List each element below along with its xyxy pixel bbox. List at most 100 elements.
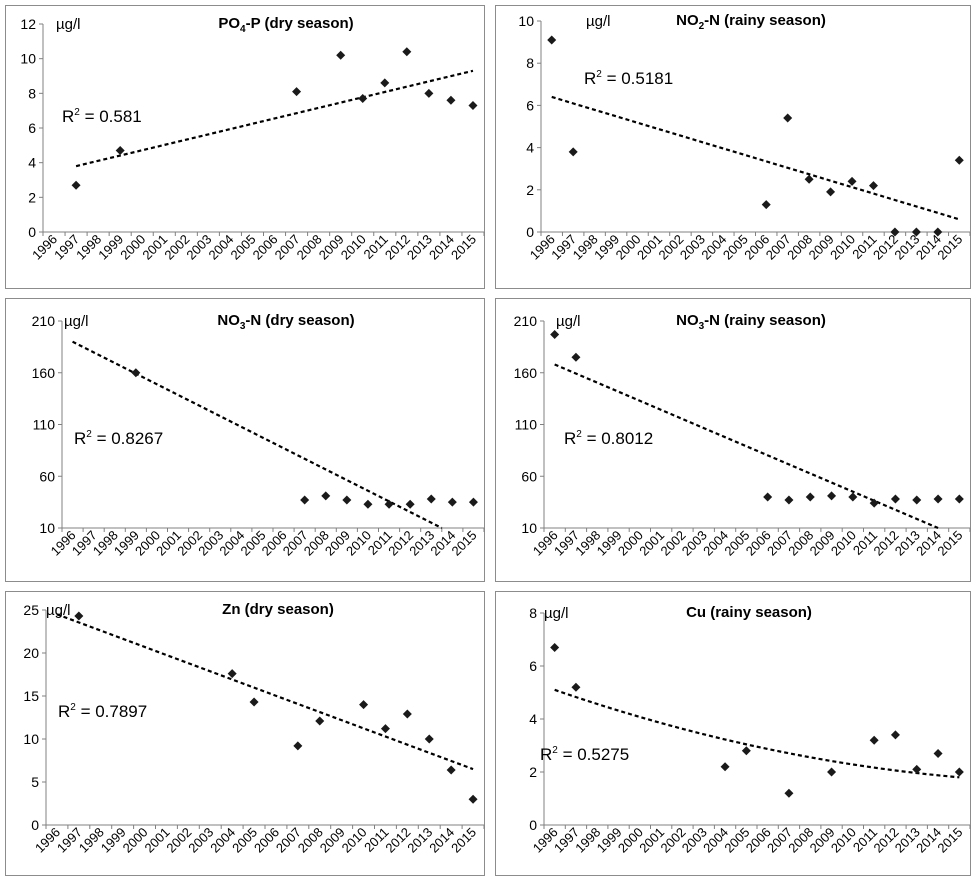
data-point xyxy=(424,88,434,98)
data-point xyxy=(71,180,81,190)
y-tick-label: 8 xyxy=(526,55,534,71)
data-point xyxy=(954,494,964,504)
data-point xyxy=(315,716,325,726)
y-tick-label: 10 xyxy=(521,520,537,536)
y-tick-label: 0 xyxy=(529,817,537,833)
y-tick-label: 2 xyxy=(529,764,537,780)
data-point xyxy=(763,492,773,502)
data-point xyxy=(826,187,836,197)
data-point xyxy=(115,146,125,156)
data-point xyxy=(249,697,259,707)
x-tick-label: 2015 xyxy=(934,528,965,559)
chart-panel-no3-dry: 10 60 110 160 210 1996 1997 1998 1999 2000 2001 200… xyxy=(5,298,485,582)
data-point xyxy=(869,735,879,745)
data-point xyxy=(402,47,412,57)
data-point xyxy=(571,352,581,362)
y-tick-label: 10 xyxy=(20,51,36,67)
data-point xyxy=(571,682,581,692)
x-tick-label: 2015 xyxy=(449,528,480,559)
unit-label: µg/l xyxy=(46,602,71,619)
y-tick-label: 110 xyxy=(33,417,56,433)
data-point xyxy=(363,499,373,509)
data-point xyxy=(890,494,900,504)
data-point xyxy=(468,497,478,507)
data-point xyxy=(761,200,771,210)
data-point xyxy=(568,147,578,157)
data-point xyxy=(890,730,900,740)
data-point xyxy=(911,227,921,237)
unit-label: µg/l xyxy=(56,16,81,33)
chart-svg: 0246810121996199719981999200020012002200… xyxy=(20,15,485,263)
y-tick-label: 6 xyxy=(526,97,534,113)
data-point xyxy=(933,227,943,237)
chart-title: NO3-N (dry season) xyxy=(217,312,354,332)
data-point xyxy=(933,494,943,504)
data-point xyxy=(468,794,478,804)
data-point xyxy=(321,491,331,501)
data-point xyxy=(384,499,394,509)
trendline xyxy=(554,688,960,779)
chart-panel-zn-dry: 0 5 10 15 20 25 1996 1997 1998 1999 2000 2001 2002 20… xyxy=(5,591,485,876)
data-point xyxy=(827,767,837,777)
data-point xyxy=(954,155,964,165)
chart-svg: 1060110160210199619971998199920002001200… xyxy=(514,312,971,559)
trendline xyxy=(56,613,474,771)
x-tick-label: 2015 xyxy=(934,232,965,263)
y-tick-label: 210 xyxy=(32,313,56,329)
r-squared-label: R2 = 0.581 xyxy=(62,107,142,126)
y-tick-label: 5 xyxy=(31,774,39,790)
data-point xyxy=(550,642,560,652)
data-point xyxy=(547,35,557,45)
y-tick-label: 20 xyxy=(23,645,39,661)
r-squared-label: R2 = 0.8267 xyxy=(74,429,163,448)
data-point xyxy=(405,499,415,509)
data-point xyxy=(358,94,368,104)
chart-svg: 0510152025199619971998199920002001200220… xyxy=(23,601,485,856)
data-point xyxy=(847,176,857,186)
chart-svg: 1060110160210199619971998199920002001200… xyxy=(32,312,485,559)
data-point xyxy=(784,495,794,505)
data-point xyxy=(446,95,456,105)
data-point xyxy=(380,78,390,88)
chart-title: PO4-P (dry season) xyxy=(218,15,353,35)
data-point xyxy=(447,497,457,507)
chart-title: NO3-N (rainy season) xyxy=(676,312,826,332)
data-point xyxy=(783,113,793,123)
chart-panel-cu-rainy: 0 2 4 6 8 1996 1997 1998 1999 2000 2001 2002 2003 200… xyxy=(495,591,971,876)
y-tick-label: 25 xyxy=(23,602,39,618)
y-tick-label: 4 xyxy=(526,140,534,156)
data-point xyxy=(446,765,456,775)
y-tick-label: 6 xyxy=(28,120,36,136)
data-point xyxy=(868,181,878,191)
data-point xyxy=(805,492,815,502)
y-tick-label: 2 xyxy=(28,189,36,205)
y-tick-label: 210 xyxy=(514,313,538,329)
y-tick-label: 4 xyxy=(28,155,36,171)
data-point xyxy=(848,492,858,502)
data-point xyxy=(550,329,560,339)
chart-panel-no2-rainy: 0 2 4 6 8 10 1996 1997 1998 1999 2000 2001 2002 2003 2… xyxy=(495,5,971,289)
data-point xyxy=(359,700,369,710)
y-tick-label: 60 xyxy=(39,468,55,484)
x-tick-label: 2015 xyxy=(448,232,479,263)
x-tick-label: 2015 xyxy=(448,825,479,856)
unit-label: µg/l xyxy=(544,605,569,622)
y-tick-label: 4 xyxy=(529,711,537,727)
chart-svg: 0246819961997199819992000200120022003200… xyxy=(529,604,971,856)
data-point xyxy=(342,495,352,505)
data-point xyxy=(912,495,922,505)
y-tick-label: 160 xyxy=(514,365,538,381)
y-tick-label: 6 xyxy=(529,658,537,674)
data-point xyxy=(74,611,84,621)
data-point xyxy=(827,491,837,501)
y-tick-label: 2 xyxy=(526,182,534,198)
unit-label: µg/l xyxy=(586,13,611,30)
data-point xyxy=(131,368,141,378)
y-tick-label: 160 xyxy=(32,365,56,381)
y-tick-label: 8 xyxy=(529,605,537,621)
y-tick-label: 10 xyxy=(39,520,55,536)
data-point xyxy=(741,746,751,756)
data-point xyxy=(804,174,814,184)
y-tick-label: 110 xyxy=(515,417,538,433)
chart-title: NO2-N (rainy season) xyxy=(676,12,826,32)
